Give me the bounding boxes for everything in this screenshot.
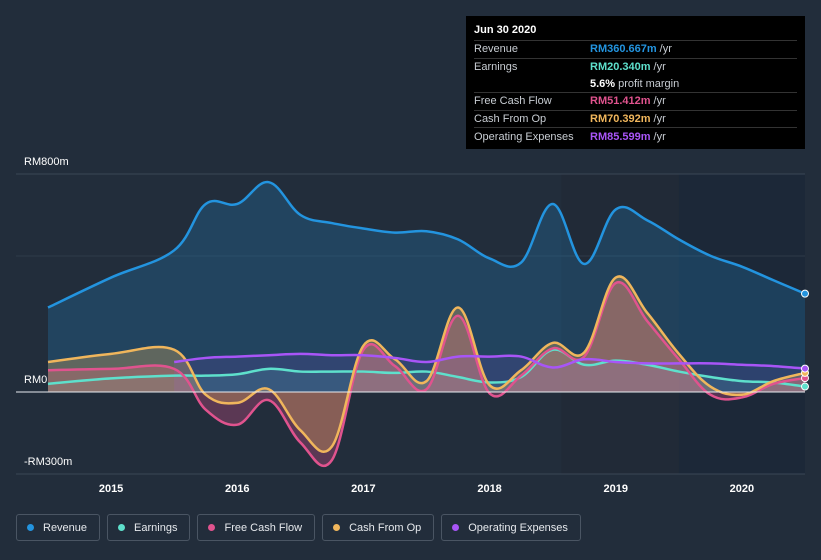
- tooltip-row-earnings: Earnings RM20.340m /yr: [474, 57, 797, 76]
- series-endpoints: [801, 289, 809, 391]
- y-label-zero: RM0: [24, 374, 48, 386]
- earnings-endpoint: [801, 382, 809, 391]
- tooltip-unit: /yr: [653, 113, 666, 126]
- tooltip-row-revenue: Revenue RM360.667m /yr: [474, 40, 797, 58]
- operating-expenses-endpoint: [801, 364, 809, 373]
- cash-from-op-line: [47, 275, 806, 454]
- tooltip-unit: profit margin: [618, 77, 680, 90]
- tooltip-value: RM51.412m: [590, 95, 651, 108]
- tooltip-row-cfo: Cash From Op RM70.392m /yr: [474, 109, 797, 128]
- operating-expenses-line: [174, 352, 806, 370]
- earnings-dot-icon: [118, 524, 126, 531]
- x-tick-label: 2017: [351, 483, 375, 495]
- legend-item-free-cash-flow[interactable]: Free Cash Flow: [197, 514, 316, 541]
- tooltip-panel: Jun 30 2020 Revenue RM360.667m /yr Earni…: [466, 16, 805, 149]
- tooltip-unit: /yr: [653, 61, 666, 74]
- operating-expenses-dot-icon: [452, 524, 460, 531]
- tooltip-unit: /yr: [653, 95, 666, 108]
- x-tick-label: 2015: [99, 483, 123, 495]
- tooltip-value: RM360.667m: [590, 43, 657, 56]
- legend-item-cash-from-op[interactable]: Cash From Op: [322, 514, 435, 541]
- past-shade-region: [561, 174, 679, 474]
- y-label-bottom: -RM300m: [24, 456, 73, 468]
- legend-label: Revenue: [43, 521, 88, 534]
- tooltip-label: Operating Expenses: [474, 130, 574, 143]
- free-cash-flow-dot-icon: [208, 524, 216, 531]
- tooltip-label: Free Cash Flow: [474, 95, 552, 108]
- free-cash-flow-area: [48, 282, 805, 466]
- tooltip-row-margin: 5.6% profit margin: [474, 75, 797, 92]
- legend-item-revenue[interactable]: Revenue: [16, 514, 101, 541]
- tooltip-row-fcf: Free Cash Flow RM51.412m /yr: [474, 92, 797, 110]
- tooltip-date: Jun 30 2020: [474, 24, 537, 36]
- series-lines: [47, 180, 806, 468]
- tooltip-unit: /yr: [653, 130, 666, 143]
- tooltip-value: 5.6%: [590, 77, 616, 90]
- x-tick-label: 2016: [225, 483, 249, 495]
- earnings-area: [48, 349, 805, 392]
- revenue-line: [47, 180, 806, 309]
- series-areas: [48, 182, 805, 466]
- tooltip-label: Earnings: [474, 61, 518, 74]
- legend-item-earnings[interactable]: Earnings: [107, 514, 191, 541]
- revenue-area: [48, 182, 805, 392]
- y-label-top: RM800m: [24, 156, 69, 168]
- x-tick-label: 2019: [604, 483, 628, 495]
- tooltip-value: RM20.340m: [590, 61, 651, 74]
- legend: Revenue Earnings Free Cash Flow Cash Fro…: [16, 514, 581, 541]
- revenue-endpoint: [801, 289, 809, 298]
- revenue-dot-icon: [27, 524, 34, 531]
- tooltip-unit: /yr: [659, 43, 672, 56]
- earnings-line: [47, 348, 806, 388]
- tooltip-value: RM70.392m: [590, 113, 651, 126]
- x-tick-label: 2018: [477, 483, 501, 495]
- legend-label: Cash From Op: [349, 521, 422, 534]
- x-tick-label: 2020: [730, 483, 754, 495]
- legend-label: Free Cash Flow: [224, 521, 303, 534]
- tooltip-row-opex: Operating Expenses RM85.599m /yr: [474, 127, 797, 145]
- legend-item-operating-expenses[interactable]: Operating Expenses: [441, 514, 581, 541]
- legend-label: Operating Expenses: [468, 521, 568, 534]
- tooltip-label: Revenue: [474, 43, 519, 56]
- tooltip-label: Cash From Op: [474, 113, 547, 126]
- x-axis: 2015 2016 2017 2018 2019 2020: [99, 483, 754, 495]
- forecast-region: [678, 174, 805, 474]
- legend-label: Earnings: [134, 521, 178, 534]
- cash-from-op-dot-icon: [333, 524, 341, 531]
- tooltip-value: RM85.599m: [590, 130, 651, 143]
- cash-from-op-area: [48, 276, 805, 452]
